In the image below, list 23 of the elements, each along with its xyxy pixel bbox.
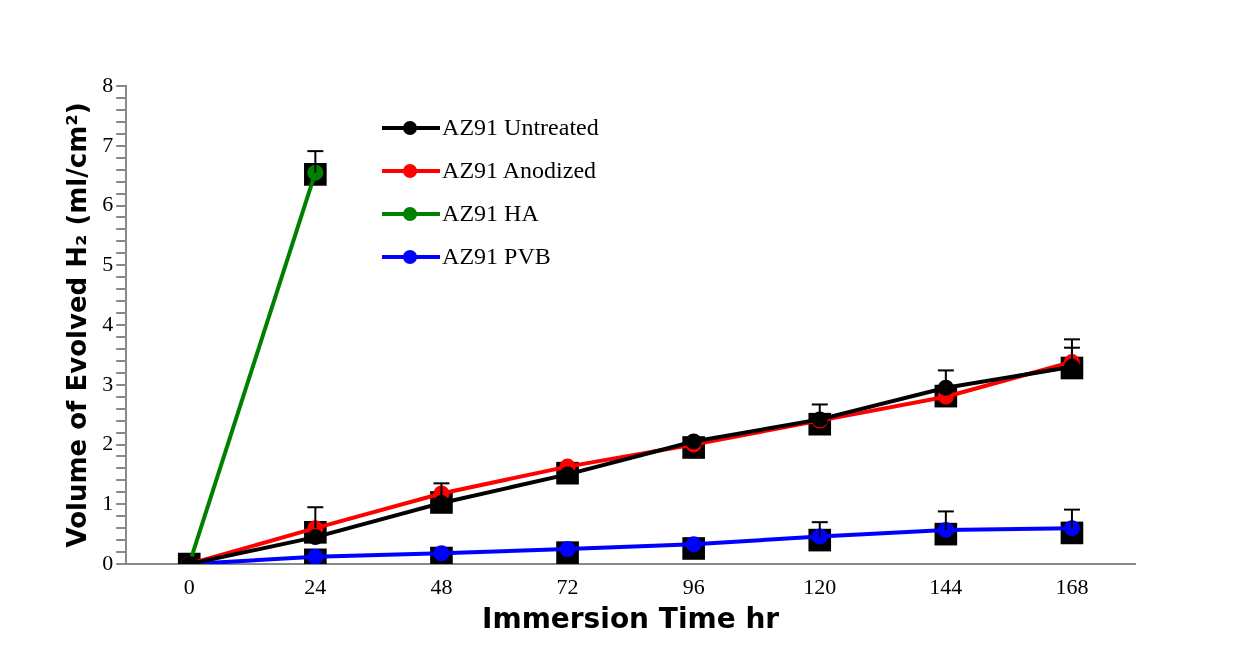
y-tick-label: 5 bbox=[102, 251, 114, 277]
y-tick-label: 7 bbox=[102, 131, 114, 157]
x-tick-label: 144 bbox=[929, 573, 963, 599]
y-tick-label: 8 bbox=[102, 71, 114, 97]
y-tick-label: 3 bbox=[102, 370, 114, 396]
legend-label: AZ91 HA bbox=[442, 200, 539, 227]
legend-label: AZ91 Untreated bbox=[442, 114, 599, 141]
legend-label: AZ91 PVB bbox=[442, 243, 551, 270]
y-tick-label: 0 bbox=[102, 549, 114, 575]
x-tick-label: 168 bbox=[1055, 573, 1089, 599]
x-tick-label: 24 bbox=[304, 573, 327, 599]
y-tick-label: 1 bbox=[102, 490, 114, 516]
x-tick-label: 96 bbox=[682, 573, 705, 599]
y-axis-title: Volume of Evolved H₂ (ml/cm²) bbox=[62, 102, 93, 548]
y-tick-label: 6 bbox=[102, 191, 114, 217]
legend-label: AZ91 Anodized bbox=[442, 157, 597, 184]
x-tick-label: 120 bbox=[803, 573, 837, 599]
y-tick-label: 2 bbox=[102, 430, 114, 456]
x-axis-title: Immersion Time hr bbox=[482, 602, 780, 636]
y-tick-label: 4 bbox=[102, 310, 114, 336]
x-tick-label: 48 bbox=[430, 573, 453, 599]
x-tick-label: 0 bbox=[183, 573, 195, 599]
x-tick-label: 72 bbox=[556, 573, 579, 599]
